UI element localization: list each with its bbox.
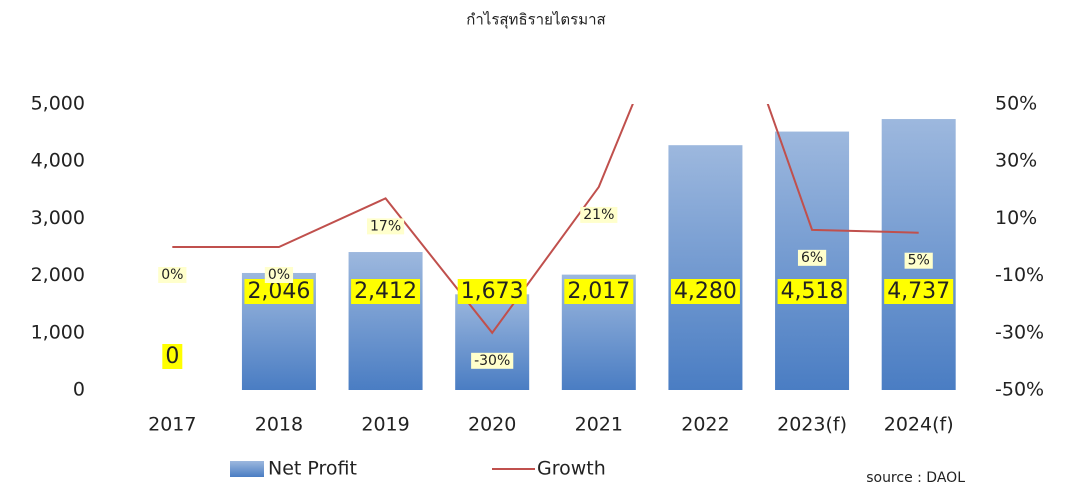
growth-value-label-bg: [580, 206, 618, 223]
x-tick-label: 2018: [255, 414, 303, 436]
growth-value-label: -30%: [474, 353, 510, 369]
growth-line: [172, 104, 919, 335]
growth-value-label: 17%: [370, 218, 401, 234]
bar-value-label: 1,673: [461, 279, 524, 304]
x-tick-label: 2021: [575, 414, 623, 436]
x-tick-label: 2024(f): [884, 414, 954, 436]
bar-value-label-bg: [244, 279, 314, 304]
bar-value-label-bg: [457, 279, 527, 304]
growth-value-label-bg: [797, 249, 827, 266]
x-tick-label: 2019: [361, 414, 409, 436]
growth-value-label-bg: [471, 352, 514, 369]
y-tick-label: 4,000: [31, 150, 85, 172]
bar-value-label: 4,280: [674, 279, 737, 304]
bar-value-label-bg: [777, 279, 847, 304]
bar-value-label-bg: [884, 279, 954, 304]
bar-value-label-bg: [162, 344, 183, 369]
y-tick-label: 2,000: [31, 264, 85, 286]
growth-value-label: 0%: [161, 267, 183, 283]
bar-value-label: 2,046: [247, 279, 310, 304]
source: source : DAOL: [866, 470, 965, 486]
growth-value-label: 21%: [583, 207, 614, 223]
bar-value-label: 2,412: [354, 279, 417, 304]
x-tick-label: 2020: [468, 414, 516, 436]
bar-value-label-bg: [351, 279, 421, 304]
y-tick-label: 1,000: [31, 321, 85, 343]
growth-value-label-bg: [158, 267, 187, 283]
y-tick-label: 5,000: [31, 93, 85, 115]
y2-tick-label: 50%: [995, 93, 1037, 115]
growth-value-label-bg: [264, 267, 294, 283]
y-tick-label: 3,000: [31, 207, 85, 229]
legend-label: Net Profit: [268, 458, 357, 480]
bar: [348, 252, 423, 390]
bar-value-label-bg: [670, 279, 740, 304]
growth-value-label: 0%: [268, 267, 290, 283]
y2-tick-label: -30%: [995, 321, 1044, 343]
bar-value-label: 0: [165, 344, 179, 369]
y-tick-label: 0: [73, 379, 85, 401]
growth-value-label-bg: [904, 252, 933, 269]
y2-tick-label: -50%: [995, 379, 1044, 401]
bar-value-label-bg: [564, 279, 634, 304]
y2-tick-label: -10%: [995, 264, 1044, 286]
x-tick-label: 2023(f): [777, 414, 847, 436]
legend-label: Growth: [537, 458, 606, 480]
x-tick-label: 2022: [681, 414, 729, 436]
y2-tick-label: 30%: [995, 150, 1037, 172]
growth-value-label-bg: [367, 218, 405, 235]
bar-value-label: 2,017: [567, 279, 630, 304]
bar: [668, 145, 743, 390]
x-tick-label: 2017: [148, 414, 196, 436]
bar-value-label: 4,518: [781, 279, 844, 304]
chart-title: กำไรสุทธิรายไตรมาส: [466, 11, 605, 30]
bar: [455, 294, 530, 390]
bar-value-label: 4,737: [887, 279, 950, 304]
growth-value-label: 5%: [908, 253, 930, 269]
y2-tick-label: 10%: [995, 207, 1037, 229]
growth-value-label: 6%: [801, 250, 823, 266]
legend-swatch: [230, 461, 264, 477]
